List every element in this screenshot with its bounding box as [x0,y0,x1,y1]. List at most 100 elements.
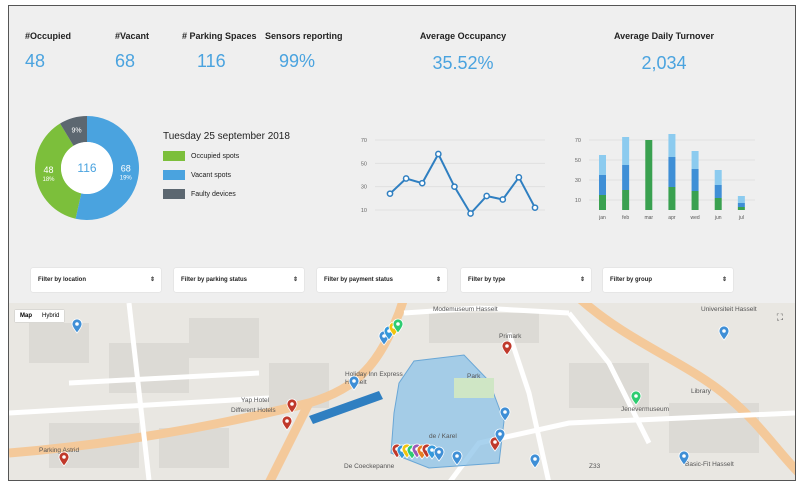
bar-segment[interactable] [668,187,676,210]
map-park [454,378,494,398]
legend-label-occupied: Occupied spots [191,152,240,160]
series-line [389,151,536,216]
y-tick-label: 50 [575,158,581,164]
donut-legend: Tuesday 25 september 2018 Occupied spots… [163,131,290,208]
bar-segment[interactable] [622,137,630,165]
map-type-map[interactable]: Map [20,313,32,319]
donut-hole [61,142,113,194]
x-tick-label: jan [598,215,606,221]
y-tick-label: 70 [575,138,581,144]
data-point[interactable] [531,204,539,212]
bar-segment[interactable] [737,196,745,203]
bar-segment[interactable] [737,207,745,210]
y-tick-label: 70 [361,138,367,144]
turnover-bar-chart: 70 50 30 10 jan feb mar apr wed jun jul [575,134,755,221]
map-label: Jenevermuseum [621,406,670,413]
bar-segment[interactable] [622,190,630,210]
filter-payment-status[interactable]: Filter by payment status ⇕ [317,268,447,292]
bar-segment[interactable] [599,175,606,195]
map-label: Modemuseum Hasselt [433,306,498,313]
data-point[interactable] [418,179,426,187]
x-tick-label: wed [690,215,699,221]
kpi-parking-spaces-label: # Parking Spaces [182,31,257,41]
bar-segment[interactable] [622,165,630,190]
filter-group-label: Filter by group [610,277,652,283]
map-label: Different Hotels [231,407,276,414]
bar-segment[interactable] [691,151,699,169]
donut-slice-vacant [75,116,139,220]
kpi-avg-turnover-label: Average Daily Turnover [613,31,715,41]
occupancy-line-chart: 70 50 30 10 [361,138,545,217]
data-point[interactable] [451,183,458,191]
legend-item-occupied: Occupied spots [163,151,290,161]
kpi-occupied-label: #Occupied [25,31,72,41]
filter-type-label: Filter by type [468,277,506,283]
donut-pct-vacant: 19% [120,175,133,181]
bar-segment[interactable] [599,195,606,210]
bar-segment[interactable] [714,198,722,210]
map-label: Park [467,373,481,380]
data-point[interactable] [467,210,474,217]
map-label: Basic-Fit Hasselt [685,461,734,468]
data-point[interactable] [515,173,523,181]
kpi-avg-turnover: Average Daily Turnover 2,034 [614,31,714,74]
data-point[interactable] [434,150,442,158]
map-type-hybrid[interactable]: Hybrid [42,313,60,319]
map-type-toggle: Map Hybrid [15,310,65,322]
donut-center-value: 116 [77,161,96,175]
filter-parking-status[interactable]: Filter by parking status ⇕ [174,268,304,292]
kpi-avg-turnover-value: 2,034 [641,53,687,73]
data-point[interactable] [499,196,507,203]
donut-slice-faulty [60,116,87,146]
map-canvas[interactable] [9,303,795,480]
bar-segment[interactable] [668,134,676,157]
bar-segment[interactable] [737,203,745,207]
legend-swatch-faulty [163,189,185,199]
kpi-vacant-label: #Vacant [115,31,150,41]
kpi-parking-spaces-value: 116 [197,51,226,71]
data-point[interactable] [483,192,491,200]
sort-arrows-icon: ⇕ [579,277,585,283]
kpi-avg-occupancy: Average Occupancy 35.52% [420,31,506,74]
kpi-avg-occupancy-label: Average Occupancy [419,31,507,41]
filter-location-label: Filter by location [38,277,87,283]
bar-segment[interactable] [714,185,722,198]
legend-label-vacant: Vacant spots [191,171,231,179]
y-tick-label: 30 [361,185,367,191]
data-point[interactable] [402,175,410,182]
sort-arrows-icon: ⇕ [435,277,441,283]
kpi-sensors-value: 99% [279,51,316,71]
map-label: Universiteit Hasselt [701,306,757,313]
bar-segment[interactable] [714,170,722,185]
filter-location[interactable]: Filter by location ⇕ [31,268,161,292]
bar-segment[interactable] [691,169,699,191]
y-tick-label: 10 [361,208,367,214]
bar-segment[interactable] [691,191,699,210]
x-tick-label: jul [738,215,744,221]
fullscreen-icon[interactable]: ⛶ [776,312,783,322]
sort-arrows-icon: ⇕ [292,277,298,283]
bar-segment[interactable] [668,157,676,187]
kpi-sensors: Sensors reporting 99% [265,31,343,72]
legend-swatch-vacant [163,170,185,180]
parking-map[interactable]: Map Hybrid ⛶ Modemuseum Hasselt Universi… [9,303,795,480]
kpi-avg-occupancy-value: 35.52% [432,53,494,73]
legend-item-vacant: Vacant spots [163,170,290,180]
legend-swatch-occupied [163,151,185,161]
x-tick-label: apr [668,215,676,221]
kpi-vacant-value: 68 [115,51,136,71]
legend-item-faulty: Faulty devices [163,189,290,199]
filter-type[interactable]: Filter by type ⇕ [461,268,591,292]
kpi-occupied: #Occupied 48 [25,31,71,72]
kpi-sensors-label: Sensors reporting [265,31,343,41]
x-tick-label: jun [714,215,722,221]
map-streets [9,303,795,480]
data-point[interactable] [386,190,394,198]
x-tick-label: feb [622,215,629,221]
filter-group[interactable]: Filter by group ⇕ [603,268,733,292]
map-label: de / Karel [429,433,457,440]
parking-strip[interactable] [309,391,383,424]
map-label: Library [691,388,711,395]
bar-segment[interactable] [599,155,606,175]
bar-segment[interactable] [645,140,653,210]
